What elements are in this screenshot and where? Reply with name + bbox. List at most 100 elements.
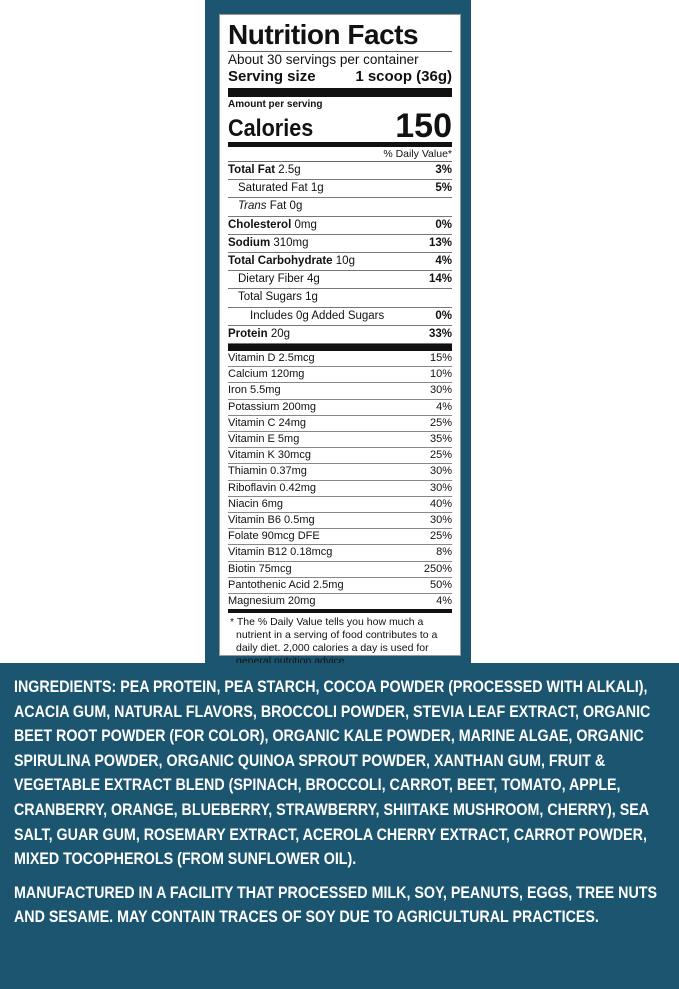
vitamin-name: Biotin 75mcg <box>228 562 292 575</box>
nutrient-name: Cholesterol 0mg <box>228 217 317 234</box>
vitamin-name: Folate 90mcg DFE <box>228 530 320 543</box>
nutrient-name: Includes 0g Added Sugars <box>228 308 384 325</box>
vitamin-name: Calcium 120mg <box>228 368 305 381</box>
vitamin-name: Vitamin B12 0.18mcg <box>228 546 333 559</box>
vitamin-row: Pantothenic Acid 2.5mg 50% <box>228 578 452 595</box>
servings-per-container: About 30 servings per container <box>228 52 419 67</box>
nutrient-row: Trans Fat 0g <box>228 198 452 217</box>
vitamin-row: Vitamin C 24mg 25% <box>228 416 452 433</box>
nutrient-row: Sodium 310mg 13% <box>228 235 452 254</box>
nutrient-dv: 4% <box>435 255 452 268</box>
nutrient-amount: 0mg <box>294 218 317 231</box>
vitamin-row: Vitamin B12 0.18mcg 8% <box>228 545 452 562</box>
nutrient-label: Includes 0g Added Sugars <box>250 309 385 322</box>
nutrient-row: Saturated Fat 1g 5% <box>228 180 452 199</box>
nutrient-name: Trans Fat 0g <box>228 198 302 215</box>
nutrient-dv: 13% <box>428 236 452 249</box>
divider-thick <box>228 88 452 97</box>
vitamin-row: Calcium 120mg 10% <box>228 367 452 384</box>
vitamin-row: Biotin 75mcg 250% <box>228 562 452 578</box>
divider-thick <box>228 344 452 352</box>
daily-value-header: % Daily Value* <box>228 147 452 162</box>
vitamin-name: Pantothenic Acid 2.5mg <box>228 578 344 591</box>
vitamin-name: Potassium 200mg <box>228 400 317 413</box>
calories-row: Calories 150 <box>228 107 452 147</box>
nutrient-name: Protein 20g <box>228 326 290 343</box>
vitamin-dv: 30% <box>429 514 452 527</box>
vitamin-dv: 8% <box>436 546 452 559</box>
divider-medium <box>228 609 452 614</box>
vitamin-row: Iron 5.5mg 30% <box>228 383 452 400</box>
serving-size: Serving size 1 scoop (36g) <box>228 68 452 86</box>
vitamin-dv: 15% <box>429 352 452 365</box>
nutrient-label: Trans <box>238 200 267 213</box>
nutrient-dv: 5% <box>435 182 452 195</box>
vitamin-dv: 4% <box>436 595 452 608</box>
vitamin-row: Niacin 6mg 40% <box>228 497 452 514</box>
vitamin-dv: 30% <box>429 384 452 397</box>
vitamin-row: Thiamin 0.37mg 30% <box>228 464 452 481</box>
vitamin-name: Riboflavin 0.42mg <box>228 481 317 494</box>
amount-per-serving: Amount per serving <box>228 99 323 110</box>
nutrient-dv: 0% <box>435 218 452 231</box>
footnote: * The % Daily Value tells you how much a… <box>230 616 438 668</box>
nutrient-label: Dietary Fiber <box>238 273 304 286</box>
calories-value: 150 <box>395 107 452 145</box>
vitamin-row: Vitamin D 2.5mcg 15% <box>228 351 452 368</box>
nutrient-dv: 33% <box>428 327 452 340</box>
vitamin-dv: 4% <box>436 400 452 413</box>
vitamin-dv: 30% <box>429 481 452 494</box>
nutrient-row: Protein 20g 33% <box>228 326 452 345</box>
nutrient-dv: 14% <box>428 273 452 286</box>
vitamin-row: Vitamin K 30mcg 25% <box>228 448 452 465</box>
nutrient-row: Total Fat 2.5g 3% <box>228 162 452 181</box>
vitamin-list: Vitamin D 2.5mcg 15% Calcium 120mg 10% Iron … <box>228 351 452 609</box>
calories-label: Calories <box>228 115 314 142</box>
nutrient-name: Saturated Fat 1g <box>228 180 324 197</box>
label-title: Nutrition Facts <box>228 19 452 52</box>
nutrient-label: Cholesterol <box>228 218 292 231</box>
vitamin-name: Iron 5.5mg <box>228 384 281 397</box>
nutrient-row: Includes 0g Added Sugars 0% <box>228 308 452 326</box>
vitamin-dv: 25% <box>429 530 452 543</box>
ingredients-text: INGREDIENTS: PEA PROTEIN, PEA STARCH, CO… <box>14 677 651 869</box>
vitamin-row: Folate 90mcg DFE 25% <box>228 529 452 546</box>
vitamin-name: Niacin 6mg <box>228 497 284 510</box>
nutrient-dv: 0% <box>435 309 452 322</box>
nutrient-amount: 1g <box>305 291 318 304</box>
serving-size-label: Serving size <box>228 68 316 85</box>
vitamin-dv: 25% <box>429 416 452 429</box>
vitamin-row: Vitamin E 5mg 35% <box>228 432 452 449</box>
vitamin-name: Thiamin 0.37mg <box>228 465 307 478</box>
nutrient-label: Total Carbohydrate <box>228 255 333 268</box>
nutrient-name: Dietary Fiber 4g <box>228 271 320 288</box>
nutrient-row: Cholesterol 0mg 0% <box>228 217 452 235</box>
vitamin-name: Vitamin D 2.5mcg <box>228 352 315 365</box>
vitamin-row: Potassium 200mg 4% <box>228 400 452 416</box>
vitamin-name: Vitamin E 5mg <box>228 433 300 446</box>
nutrient-list: Total Fat 2.5g 3% Saturated Fat 1g 5% Trans … <box>228 162 452 345</box>
nutrient-amount: 2.5g <box>278 164 301 176</box>
nutrient-amount: Fat 0g <box>269 200 303 213</box>
vitamin-name: Vitamin B6 0.5mg <box>228 514 315 527</box>
nutrient-amount: 10g <box>335 255 355 268</box>
vitamin-row: Magnesium 20mg 4% <box>228 594 452 609</box>
nutrient-name: Total Sugars 1g <box>228 289 318 306</box>
nutrient-label: Saturated Fat <box>238 182 308 195</box>
vitamin-dv: 10% <box>429 368 452 381</box>
vitamin-name: Vitamin C 24mg <box>228 416 307 429</box>
nutrient-name: Sodium 310mg <box>228 235 309 252</box>
vitamin-name: Magnesium 20mg <box>228 595 316 608</box>
ingredients-panel: INGREDIENTS: PEA PROTEIN, PEA STARCH, CO… <box>0 663 679 989</box>
nutrient-label: Total Sugars <box>238 291 302 304</box>
nutrient-row: Total Sugars 1g <box>228 289 452 308</box>
vitamin-row: Vitamin B6 0.5mg 30% <box>228 513 452 530</box>
nutrient-amount: 310mg <box>273 236 309 249</box>
nutrient-row: Dietary Fiber 4g 14% <box>228 271 452 290</box>
vitamin-dv: 40% <box>429 497 452 510</box>
vitamin-row: Riboflavin 0.42mg 30% <box>228 481 452 497</box>
vitamin-name: Vitamin K 30mcg <box>228 449 311 462</box>
allergen-statement: MANUFACTURED IN A FACILITY THAT PROCESSE… <box>14 882 658 927</box>
vitamin-dv: 250% <box>423 562 452 575</box>
vitamin-dv: 30% <box>429 465 452 478</box>
